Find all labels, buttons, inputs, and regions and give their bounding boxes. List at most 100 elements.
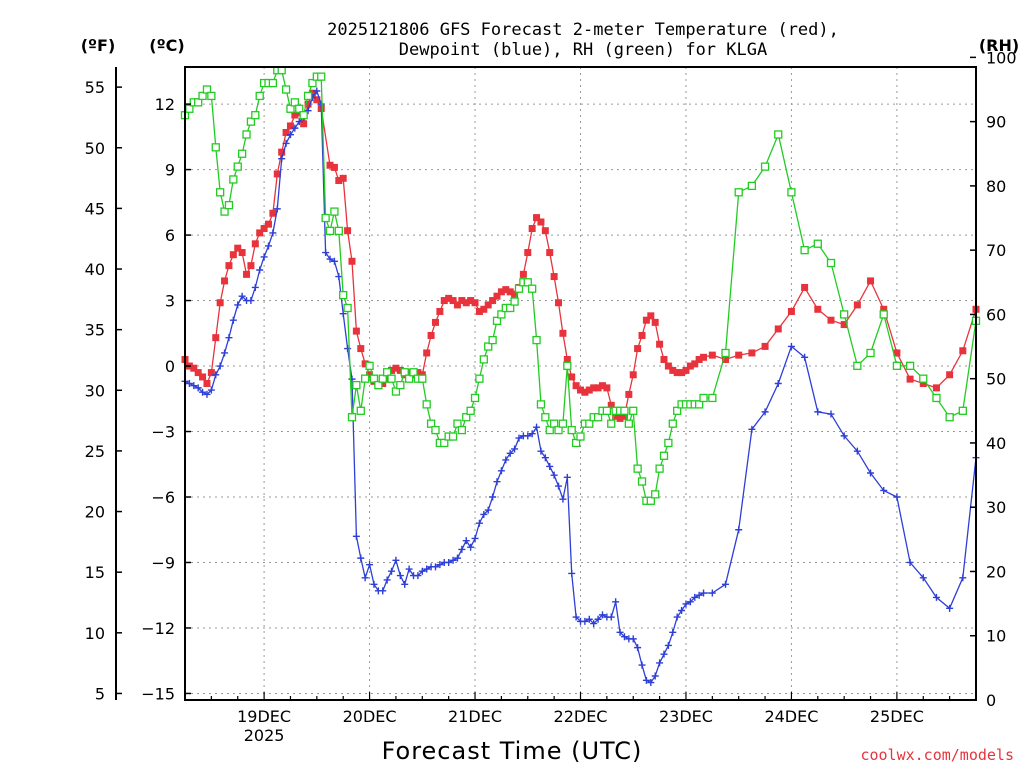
temperature-point [594, 384, 602, 392]
temperature-point [475, 307, 483, 315]
temperature-point [264, 220, 272, 228]
dewpoint-point [194, 384, 202, 392]
temperature-point [651, 318, 659, 326]
temperature-point [260, 225, 268, 233]
fahrenheit-tick-label: 55 [85, 78, 105, 97]
rh-point [325, 226, 335, 236]
rh-point [431, 425, 440, 435]
rh-point [528, 284, 537, 293]
rh-point [558, 419, 568, 428]
temperature-point [533, 214, 541, 222]
rh-point [229, 175, 238, 184]
temperature-point [225, 262, 233, 270]
dewpoint-point [388, 567, 396, 575]
temperature-point [251, 240, 259, 248]
dewpoint-point [357, 554, 365, 562]
rh-point [317, 72, 326, 81]
temperature-point [528, 225, 536, 233]
temperature-point [559, 329, 567, 337]
rh-point [343, 303, 352, 313]
temperature-point [787, 307, 795, 315]
dewpoint-point [840, 432, 848, 440]
rh-point [365, 361, 374, 370]
temperature-point [577, 386, 584, 394]
dewpoint-point [695, 591, 703, 599]
temperature-point [234, 244, 242, 252]
temperature-point [634, 345, 642, 353]
rh-point [488, 335, 497, 345]
dewpoint-point [585, 615, 593, 623]
rh-point [576, 432, 585, 441]
temperature-point [700, 353, 708, 361]
dewpoint-point [774, 380, 782, 387]
rh-point [536, 400, 546, 409]
rh-point [479, 355, 488, 364]
dewpoint-point [735, 526, 743, 534]
rh-tick-label: 80 [986, 177, 1006, 196]
fahrenheit-tick-label: 40 [85, 260, 105, 279]
celsius-tick-label: 0 [165, 357, 175, 376]
dewpoint-point [269, 229, 277, 237]
temperature-point [607, 401, 615, 409]
dewpoint-point [414, 572, 422, 580]
dewpoint-point [366, 561, 374, 569]
rh-point [202, 85, 212, 94]
dewpoint-point [282, 139, 290, 147]
celsius-tick-label: −6 [151, 488, 175, 507]
temperature-point [388, 366, 396, 374]
dewpoint-point [867, 469, 875, 477]
dewpoint-point [405, 565, 413, 573]
dewpoint-point [304, 107, 312, 115]
rh-point [242, 130, 251, 139]
temperature-point [893, 349, 901, 357]
temperature-point [392, 364, 400, 372]
fahrenheit-tick-label: 5 [95, 684, 105, 703]
dewpoint-point [493, 478, 501, 486]
dewpoint-point [190, 382, 198, 390]
rh-point [281, 85, 291, 94]
dewpoint-point [234, 301, 242, 309]
temperature-point [458, 297, 466, 305]
rh-point [339, 290, 348, 300]
rh-point [286, 104, 295, 113]
rh-point [321, 213, 330, 223]
rh-point [532, 335, 541, 345]
temperature-point [286, 122, 294, 130]
temperature-point [541, 227, 549, 235]
rh-point [409, 368, 418, 377]
dewpoint-point [686, 598, 694, 606]
celsius-tick-label: 3 [165, 292, 175, 311]
dewpoint-point [295, 118, 303, 126]
rh-point [457, 425, 467, 435]
dewpoint-point [484, 506, 492, 514]
dewpoint-point [533, 423, 541, 431]
temperature-point [339, 174, 347, 182]
series-layer [180, 66, 981, 687]
rh-tick-label: 90 [986, 113, 1006, 132]
rh-point [585, 419, 594, 428]
temperature-point [695, 355, 703, 363]
x-tick-label: 20DEC [343, 707, 397, 726]
temperature-point [656, 340, 664, 348]
temperature-point [199, 373, 207, 381]
rh-point [194, 98, 203, 107]
celsius-axis-label: (ºC) [149, 36, 184, 55]
dewpoint-point [199, 388, 207, 396]
rh-point [571, 438, 581, 448]
dewpoint-point [664, 641, 672, 649]
temperature-point [330, 163, 338, 171]
dewpoint-point [959, 574, 967, 582]
rh-point [440, 438, 449, 448]
dewpoint-point [524, 432, 532, 440]
rh-tick-label: 70 [986, 241, 1006, 260]
rh-point [708, 393, 717, 403]
temperature-point [194, 369, 202, 377]
temperature-point [669, 366, 677, 374]
temperature-point [344, 227, 352, 235]
rh-point [607, 419, 616, 428]
dewpoint-point [682, 600, 690, 608]
dewpoint-point [656, 659, 664, 667]
rh-point [506, 303, 515, 313]
temperature-point [243, 270, 251, 278]
